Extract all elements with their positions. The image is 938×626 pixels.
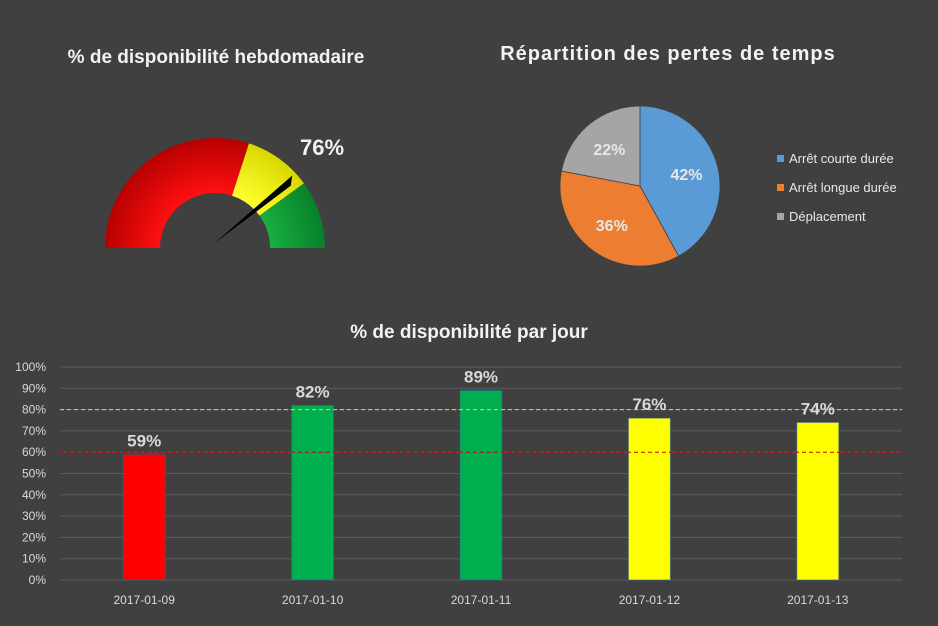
legend-label-1: Arrêt courte durée (789, 151, 894, 166)
bar-data-label: 89% (464, 367, 498, 386)
bar-data-label: 76% (632, 395, 666, 414)
bar-data-label: 59% (127, 431, 161, 450)
gauge-chart (105, 138, 325, 248)
gauge-zone-yellow (231, 143, 304, 216)
pie-slice-3 (560, 105, 641, 187)
pie-slice-1 (639, 105, 721, 257)
y-tick-label: 30% (22, 509, 46, 523)
legend-swatch-2 (777, 184, 784, 191)
pie-data-label-2: 36% (596, 218, 628, 235)
gauge-title: % de disponibilité hebdomadaire (67, 47, 365, 68)
y-tick-label: 40% (22, 488, 46, 502)
bar-data-label: 74% (801, 399, 835, 418)
bar-2017-01-13 (796, 421, 840, 581)
x-tick-label: 2017-01-12 (619, 593, 681, 607)
gauge-value-label: 76% (300, 135, 344, 160)
y-tick-label: 50% (22, 467, 46, 481)
y-tick-label: 100% (15, 360, 46, 374)
pie-title: Répartition des pertes de temps (500, 43, 836, 65)
bar-2017-01-10 (291, 404, 335, 581)
y-tick-label: 20% (22, 530, 46, 544)
pie-slice-2 (559, 170, 680, 267)
x-tick-label: 2017-01-09 (114, 593, 176, 607)
pie-chart: 42% 36% 22% (559, 105, 721, 267)
legend-swatch-3 (777, 213, 784, 220)
pie-data-label-1: 42% (670, 167, 702, 184)
legend-label-3: Déplacement (789, 209, 866, 224)
y-tick-label: 0% (29, 573, 47, 587)
gauge-zone-green (259, 183, 325, 248)
legend-label-2: Arrêt longue durée (789, 180, 897, 195)
bar-data-label: 82% (296, 382, 330, 401)
bar-chart: 0% 10% 20% 30% 40% 50% 60% 70% 80% 90% 100% 59% 2017… (15, 360, 902, 607)
x-tick-label: 2017-01-10 (282, 593, 344, 607)
pie-legend: Arrêt courte durée Arrêt longue durée Dépl… (777, 151, 897, 224)
gauge-needle (214, 175, 293, 244)
bar-2017-01-09 (122, 453, 166, 581)
x-tick-label: 2017-01-13 (787, 593, 849, 607)
gauge-zone-red (105, 138, 249, 248)
y-tick-label: 80% (22, 403, 46, 417)
bar-chart-title: % de disponibilité par jour (350, 322, 588, 343)
y-tick-label: 90% (22, 381, 46, 395)
y-tick-label: 60% (22, 445, 46, 459)
bar-2017-01-11 (459, 389, 503, 581)
y-tick-label: 10% (22, 552, 46, 566)
legend-swatch-1 (777, 155, 784, 162)
x-tick-label: 2017-01-11 (451, 593, 512, 607)
pie-data-label-3: 22% (593, 142, 625, 159)
bar-2017-01-12 (627, 417, 671, 581)
y-tick-label: 70% (22, 424, 46, 438)
